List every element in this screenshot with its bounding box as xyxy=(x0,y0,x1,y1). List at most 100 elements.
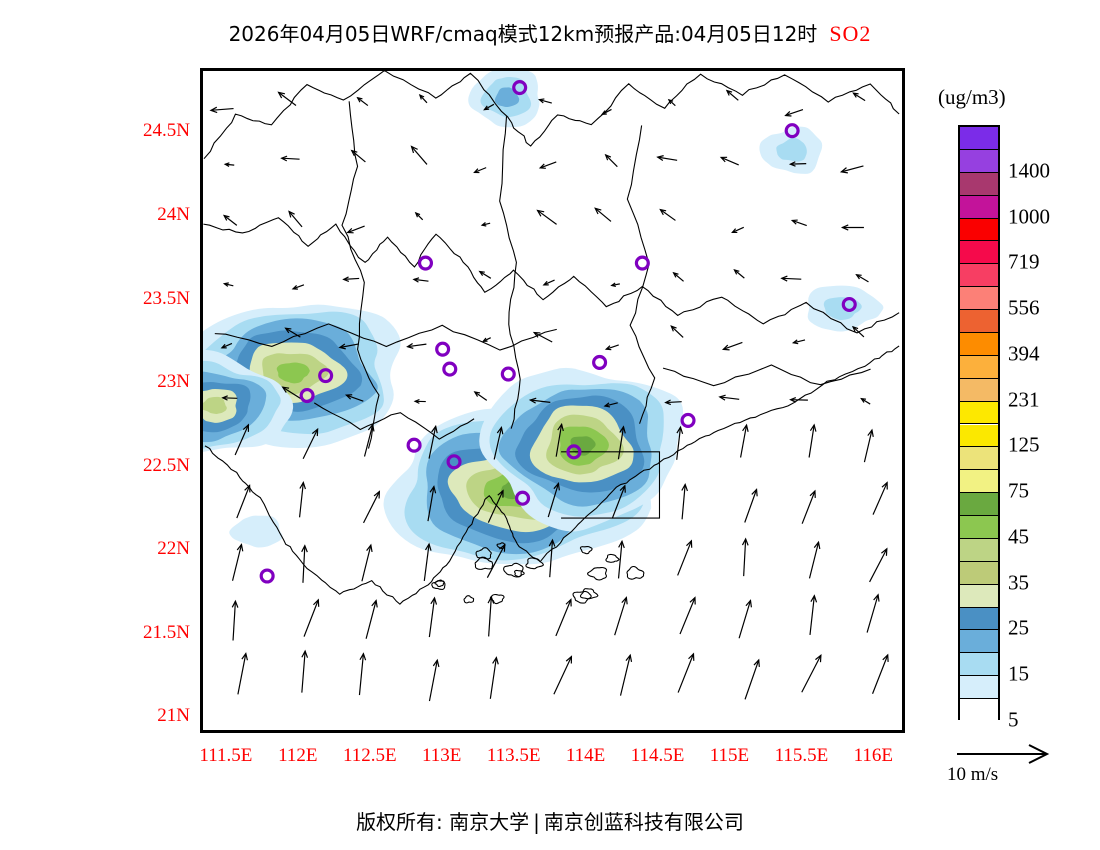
wind-vector-arrow xyxy=(851,325,865,338)
x-axis-tick-label: 114E xyxy=(565,745,606,766)
island-outline xyxy=(489,593,505,605)
y-axis-tick-label: 23N xyxy=(157,371,190,393)
wind-vector-arrow xyxy=(423,542,432,582)
coastline-west xyxy=(204,445,541,605)
monitoring-station-marker[interactable] xyxy=(318,368,334,384)
y-axis-tick-label: 22N xyxy=(157,538,190,560)
colorbar-segment xyxy=(960,538,998,562)
wind-vector-arrow xyxy=(221,395,238,401)
wind-vector-arrow xyxy=(528,397,551,404)
colorbar-segment xyxy=(960,630,998,654)
monitoring-station-marker[interactable] xyxy=(406,437,422,453)
geographic-boundary-layer xyxy=(203,71,900,605)
wind-vector-arrow xyxy=(301,649,309,693)
wind-vector-arrow xyxy=(362,490,381,524)
colorbar-segment xyxy=(960,264,998,288)
wind-vector-arrow xyxy=(667,98,676,107)
wind-vector-arrow xyxy=(681,482,689,520)
title-main-text: 2026年04月05日WRF/cmaq模式12km预报产品:04月05日12时 xyxy=(228,22,818,46)
colorbar-value-label: 45 xyxy=(1008,524,1029,549)
prefecture-boundary-d xyxy=(214,323,557,351)
monitoring-station-marker[interactable] xyxy=(634,255,650,271)
wind-vector-arrow xyxy=(220,342,233,349)
monitoring-station-marker[interactable] xyxy=(417,255,434,271)
colorbar-segment xyxy=(960,676,998,700)
x-axis-tick-label: 116E xyxy=(853,745,894,766)
monitoring-station-marker[interactable] xyxy=(442,361,458,377)
wind-vector-arrow xyxy=(365,599,378,639)
wind-vector-arrow xyxy=(871,653,889,694)
wind-vector-arrow xyxy=(277,91,297,106)
wind-vector-arrow xyxy=(617,539,625,579)
monitoring-station-marker[interactable] xyxy=(515,490,531,506)
wind-vector-arrow xyxy=(555,598,572,637)
colorbar-segment xyxy=(960,493,998,517)
prefecture-boundary-b xyxy=(499,116,521,429)
wind-vector-arrow xyxy=(809,594,818,636)
wind-vector-arrow xyxy=(676,425,684,460)
contour-band xyxy=(494,87,520,108)
x-axis-tick-label: 111.5E xyxy=(199,745,253,766)
y-axis-tick-label: 24N xyxy=(157,204,190,226)
monitoring-station-marker[interactable] xyxy=(299,388,315,404)
provincial-boundary-north xyxy=(203,71,900,160)
monitoring-station-marker[interactable] xyxy=(446,454,462,470)
contour-band xyxy=(776,137,807,162)
contour-band xyxy=(229,515,283,548)
wind-vector-arrow xyxy=(808,540,821,579)
wind-vector-arrow xyxy=(223,162,235,167)
footer-left-text: 版权所有: 南京大学 xyxy=(356,810,530,834)
colorbar-value-label: 1400 xyxy=(1008,158,1050,183)
wind-vector-arrow xyxy=(486,543,506,578)
colorbar[interactable]: 1400 1000 719 556 394 231 125 75 45 35 25 15 5 xyxy=(958,125,1050,732)
monitoring-station-marker[interactable] xyxy=(680,412,696,428)
monitoring-station-marker[interactable] xyxy=(259,568,275,584)
contour-band xyxy=(203,396,227,414)
wind-vector-arrow xyxy=(672,271,684,282)
wind-vector-arrow xyxy=(536,209,557,225)
colorbar-value-label: 556 xyxy=(1008,295,1040,320)
monitoring-station-marker[interactable] xyxy=(566,444,582,460)
colorbar-segment xyxy=(960,241,998,265)
page-title: 2026年04月05日WRF/cmaq模式12km预报产品:04月05日12时 S… xyxy=(0,18,1100,47)
footer-right-text: 南京创蓝科技有限公司 xyxy=(543,810,744,834)
wind-vector-arrow xyxy=(291,284,305,290)
island-outline xyxy=(579,588,599,600)
wind-vector-arrow xyxy=(801,653,822,693)
x-axis-tick-label: 114.5E xyxy=(630,745,685,766)
island-outline xyxy=(431,579,446,590)
wind-vector-layer xyxy=(209,89,889,702)
island-outline xyxy=(503,562,524,578)
wind-vector-arrow xyxy=(428,658,440,702)
wind-vector-arrow xyxy=(338,343,359,350)
wind-vector-arrow xyxy=(350,149,366,163)
wind-vector-arrow xyxy=(236,484,251,519)
monitoring-station-marker[interactable] xyxy=(512,80,528,96)
wind-vector-arrow xyxy=(744,658,760,700)
monitoring-station-marker[interactable] xyxy=(500,366,516,382)
wind-vector-arrow xyxy=(344,394,364,402)
wind-vector-arrow xyxy=(808,423,817,458)
monitoring-station-marker[interactable] xyxy=(592,354,608,370)
colorbar-segment xyxy=(960,516,998,539)
wind-vector-arrow xyxy=(617,425,626,460)
county-boundary-a xyxy=(313,402,475,440)
colorbar-value-label: 1000 xyxy=(1008,204,1050,229)
map-plot-area[interactable] xyxy=(200,68,905,733)
island-outline xyxy=(475,547,492,560)
colorbar-value-label: 125 xyxy=(1008,432,1040,457)
wind-vector-arrow xyxy=(473,167,487,174)
monitoring-station-marker[interactable] xyxy=(841,296,857,313)
wind-vector-arrow xyxy=(222,214,238,226)
wind-vector-arrow xyxy=(483,103,495,111)
prefecture-boundary-c xyxy=(626,125,656,424)
wind-vector-arrow xyxy=(222,282,234,287)
colorbar-segment xyxy=(960,195,998,219)
monitoring-station-marker[interactable] xyxy=(435,341,451,357)
colorbar-segment xyxy=(960,470,998,494)
colorbar-box xyxy=(958,125,1000,722)
monitoring-station-marker[interactable] xyxy=(784,123,800,139)
wind-vector-arrow xyxy=(866,593,880,633)
monitoring-station-layer xyxy=(259,80,857,584)
